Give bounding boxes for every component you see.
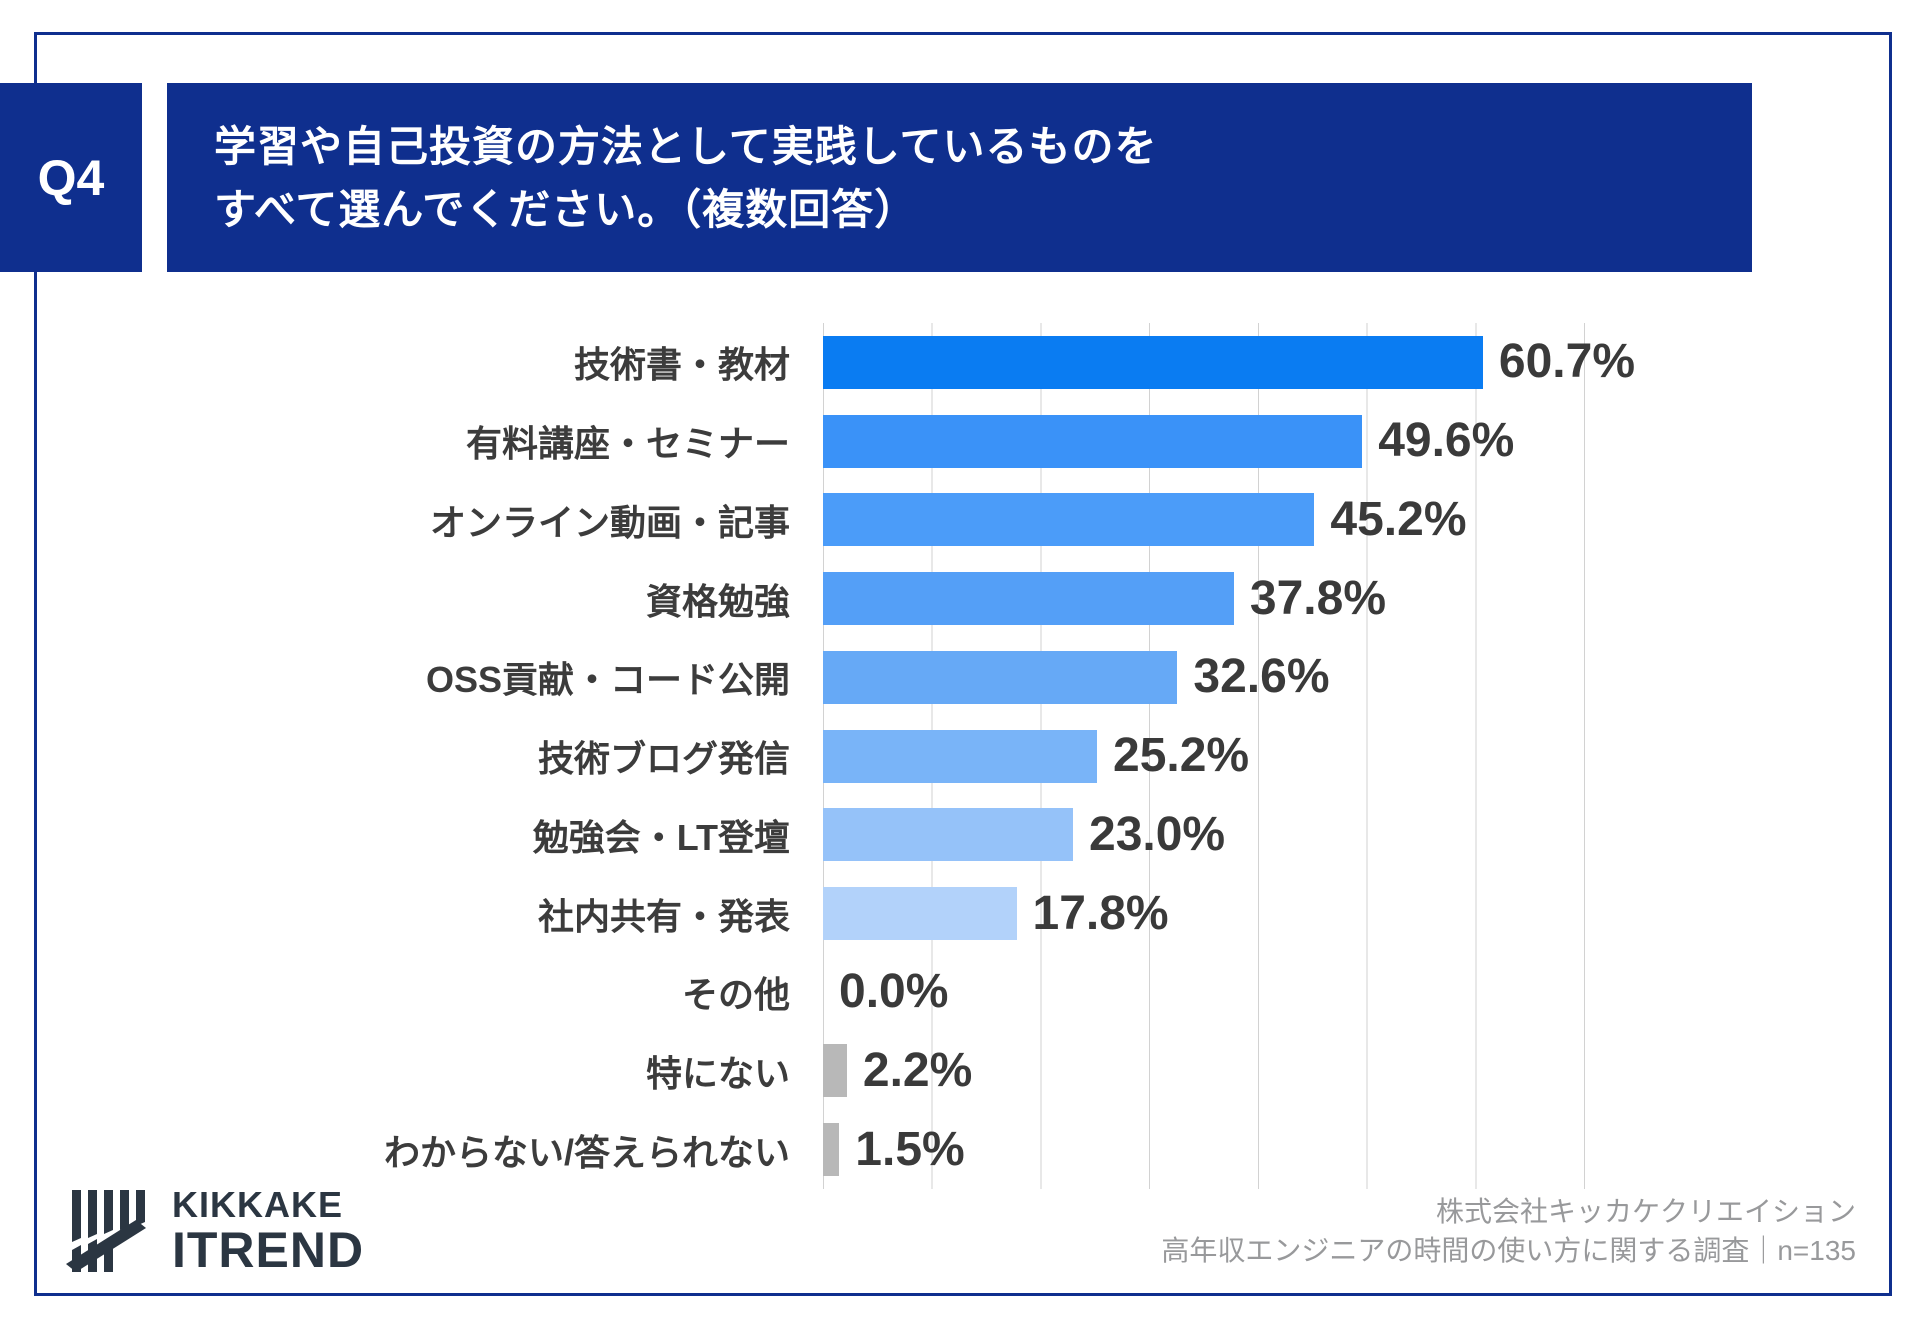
category-label: 技術ブログ発信: [537, 738, 790, 780]
survey-credit: 株式会社キッカケクリエイション 高年収エンジニアの時間の使い方に関する調査｜n=…: [1161, 1193, 1856, 1270]
credit-line2: 高年収エンジニアの時間の使い方に関する調査｜n=135: [1161, 1234, 1856, 1266]
bar: [823, 572, 1234, 626]
value-label: 25.2%: [1113, 729, 1250, 783]
logo-line1: KIKKAKE: [172, 1184, 344, 1225]
chart-row: 特にない 2.2%: [0, 1032, 1920, 1111]
bar: [823, 808, 1073, 862]
bar: [823, 1123, 840, 1177]
kikkake-logo-mark: [66, 1190, 146, 1273]
value-label: 37.8%: [1249, 571, 1386, 625]
question-tag-label: Q4: [37, 149, 105, 206]
question-header: 学習や自己投資の方法として実践しているものを すべて選んでください。（複数回答）: [167, 83, 1752, 272]
value-label: 17.8%: [1032, 886, 1169, 940]
value-label: 23.0%: [1089, 807, 1226, 861]
bar: [823, 335, 1483, 389]
bar-chart: 技術書・教材 60.7% 有料講座・セミナー 49.6% オンライン動画・記事 …: [0, 323, 1920, 1189]
bar: [823, 650, 1178, 704]
category-label: わからない/答えられない: [383, 1131, 790, 1173]
value-label: 60.7%: [1498, 335, 1635, 389]
chart-row: 技術ブログ発信 25.2%: [0, 717, 1920, 796]
category-label: 特にない: [645, 1052, 790, 1094]
bar: [823, 729, 1097, 783]
category-label: 資格勉強: [645, 580, 790, 622]
chart-row: わからない/答えられない 1.5%: [0, 1110, 1920, 1189]
chart-row: OSS貢献・コード公開 32.6%: [0, 638, 1920, 717]
question-title-line2: すべて選んでください。（複数回答）: [214, 185, 918, 233]
chart-row: 有料講座・セミナー 49.6%: [0, 402, 1920, 481]
category-label: 勉強会・LT登壇: [532, 816, 790, 858]
bar: [823, 887, 1017, 940]
bar: [823, 1044, 847, 1098]
value-label: 1.5%: [855, 1122, 965, 1176]
category-label: 有料講座・セミナー: [465, 423, 790, 465]
credit-line1: 株式会社キッカケクリエイション: [1435, 1196, 1856, 1227]
value-label: 45.2%: [1330, 492, 1467, 546]
value-label: 2.2%: [862, 1043, 973, 1097]
chart-row: 資格勉強 37.8%: [0, 559, 1920, 638]
chart-row: 社内共有・発表 17.8%: [0, 874, 1920, 953]
logo-line2: ITREND: [172, 1221, 365, 1278]
category-label: OSS貢献・コード公開: [425, 659, 790, 701]
category-label: オンライン動画・記事: [429, 501, 790, 543]
logo-text: KIKKAKE ITREND: [172, 1186, 364, 1276]
category-label: 技術書・教材: [573, 344, 790, 386]
chart-rows: 技術書・教材 60.7% 有料講座・セミナー 49.6% オンライン動画・記事 …: [0, 323, 1920, 1189]
question-title-line1: 学習や自己投資の方法として実践しているものを: [214, 122, 1158, 170]
chart-row: その他 0.0%: [0, 953, 1920, 1032]
question-tag: Q4: [0, 83, 142, 272]
bar: [823, 414, 1363, 468]
chart-row: 勉強会・LT登壇 23.0%: [0, 795, 1920, 874]
category-label: その他: [681, 974, 790, 1016]
chart-row: 技術書・教材 60.7%: [0, 323, 1920, 402]
kikkake-itrend-logo: KIKKAKE ITREND: [66, 1186, 364, 1276]
value-label: 0.0%: [839, 965, 949, 1019]
value-label: 49.6%: [1378, 414, 1515, 468]
category-label: 社内共有・発表: [537, 895, 790, 937]
bar: [823, 493, 1315, 547]
chart-row: オンライン動画・記事 45.2%: [0, 480, 1920, 559]
value-label: 32.6%: [1193, 650, 1330, 704]
outer-frame: [34, 32, 1892, 1296]
